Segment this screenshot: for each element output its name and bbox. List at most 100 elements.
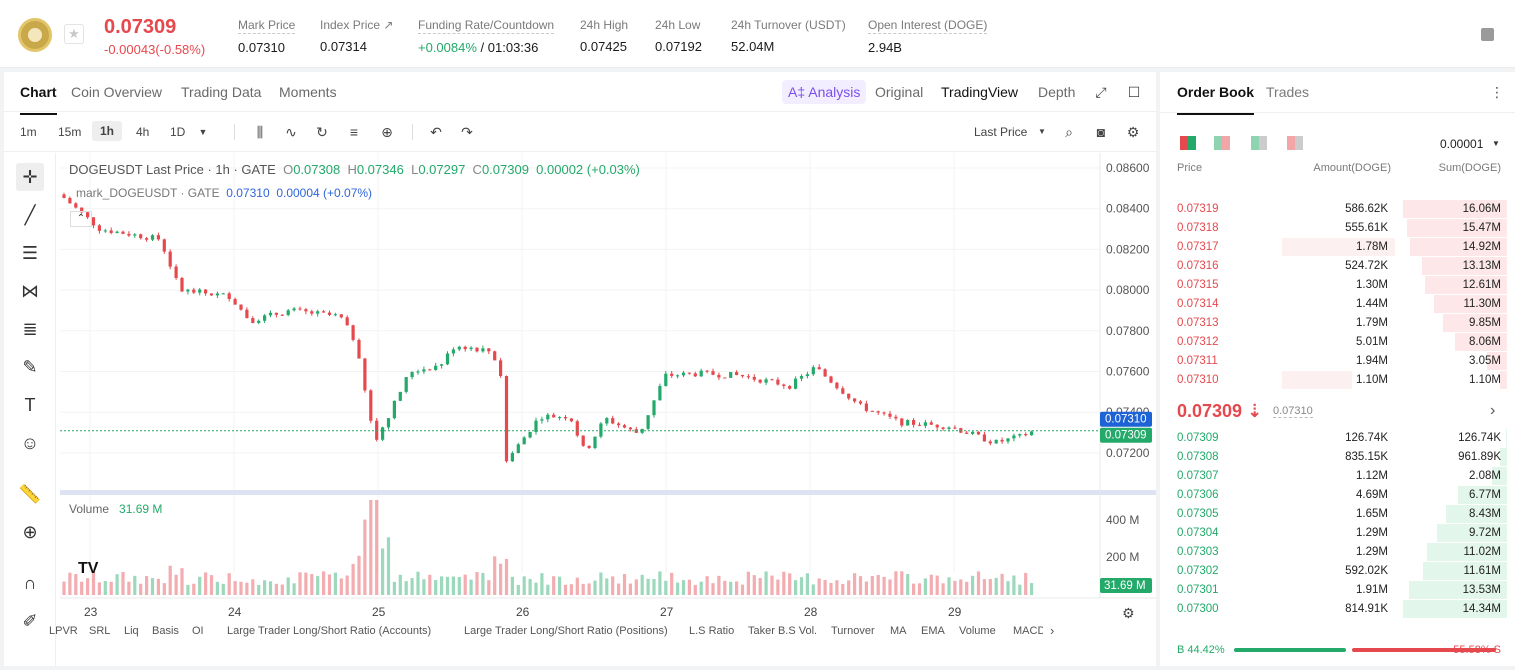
mid-more-chevron-icon[interactable]: › xyxy=(1490,402,1496,419)
bid-row[interactable]: 0.07309 126.74K 126.74K xyxy=(1160,429,1515,448)
camera-icon[interactable]: ◙ xyxy=(1096,124,1106,140)
guide-book-icon[interactable] xyxy=(1481,28,1494,41)
favorite-star-icon[interactable]: ★ xyxy=(64,24,84,44)
book-view-both-icon[interactable] xyxy=(1180,136,1196,150)
ask-row[interactable]: 0.07316 524.72K 13.13M xyxy=(1160,257,1515,276)
index-price-label[interactable]: Index Price ↗ xyxy=(320,18,394,32)
book-view-mixed-icon[interactable] xyxy=(1214,136,1230,150)
indicator-oi[interactable]: OI xyxy=(192,625,204,637)
indicator-ema[interactable]: EMA xyxy=(921,625,945,637)
candle-body xyxy=(499,360,503,376)
price-type-dropdown-icon[interactable]: ▼ xyxy=(1038,127,1046,136)
ask-row[interactable]: 0.07314 1.44M 11.30M xyxy=(1160,295,1515,314)
lock-drawing-icon[interactable]: ✐ xyxy=(22,611,38,631)
text-tool-icon[interactable]: T xyxy=(24,395,36,415)
bid-row[interactable]: 0.07306 4.69M 6.77M xyxy=(1160,486,1515,505)
precision-dropdown-icon[interactable]: ▼ xyxy=(1492,139,1500,148)
ask-row[interactable]: 0.07313 1.79M 9.85M xyxy=(1160,314,1515,333)
open-interest-label[interactable]: Open Interest (DOGE) xyxy=(868,18,988,34)
book-view-asks-icon[interactable] xyxy=(1287,136,1303,150)
timeframe-4h[interactable]: 4h xyxy=(136,125,150,139)
indicator-ls-ratio[interactable]: L.S Ratio xyxy=(689,625,735,637)
tab-trades[interactable]: Trades xyxy=(1266,84,1310,100)
timeframe-1h[interactable]: 1h xyxy=(92,121,123,141)
indicator-lt-positions[interactable]: Large Trader Long/Short Ratio (Positions… xyxy=(464,625,668,637)
indicator-srl[interactable]: SRL xyxy=(89,625,111,637)
indicator-liq[interactable]: Liq xyxy=(124,625,139,637)
view-original[interactable]: Original xyxy=(875,84,924,100)
indicator-basis[interactable]: Basis xyxy=(152,625,179,637)
timeframe-1d[interactable]: 1D xyxy=(170,125,186,139)
volume-legend: Volume 31.69 M xyxy=(69,502,162,516)
candle-type-icon[interactable]: ⫼ xyxy=(256,124,264,140)
indicator-taker-vol[interactable]: Taker B.S Vol. xyxy=(748,625,818,637)
magnet-icon[interactable]: ∩ xyxy=(23,573,37,593)
volume-bar xyxy=(1000,573,1004,595)
indicator-ma[interactable]: MA xyxy=(890,625,907,637)
add-alert-icon[interactable]: ⊕ xyxy=(381,124,393,140)
trend-line-icon[interactable]: ╱ xyxy=(24,205,36,225)
fib-icon[interactable]: ≣ xyxy=(22,319,38,339)
tab-chart[interactable]: Chart xyxy=(20,84,57,115)
bid-row[interactable]: 0.07302 592.02K 11.61M xyxy=(1160,562,1515,581)
bid-row[interactable]: 0.07300 814.91K 14.34M xyxy=(1160,600,1515,619)
collapse-legend-button[interactable]: ⌃ xyxy=(70,211,92,227)
precision-select[interactable]: 0.00001 xyxy=(1440,137,1484,151)
ruler-icon[interactable]: 📏 xyxy=(18,484,42,504)
view-depth[interactable]: Depth xyxy=(1038,84,1076,100)
view-tradingview[interactable]: TradingView xyxy=(941,84,1019,100)
ask-row[interactable]: 0.07315 1.30M 12.61M xyxy=(1160,276,1515,295)
zoom-in-icon[interactable]: ⊕ xyxy=(22,522,38,542)
brush-icon[interactable]: ✎ xyxy=(22,357,38,377)
parallel-lines-icon[interactable]: ☰ xyxy=(21,243,39,263)
timeframe-1m[interactable]: 1m xyxy=(20,125,37,139)
redo-icon[interactable]: ↷ xyxy=(461,124,473,140)
ask-row[interactable]: 0.07317 1.78M 14.92M xyxy=(1160,238,1515,257)
expand-icon[interactable]: ⤢ xyxy=(1095,84,1107,100)
replay-icon[interactable]: ↻ xyxy=(316,124,328,140)
indicator-lpvr[interactable]: LPVR xyxy=(49,625,78,637)
candle-body xyxy=(817,367,821,370)
ask-row[interactable]: 0.07318 555.61K 15.47M xyxy=(1160,219,1515,238)
templates-icon[interactable]: ≡ xyxy=(349,124,359,140)
candle-body xyxy=(115,231,119,233)
pattern-icon[interactable]: ⋈ xyxy=(21,281,39,301)
ask-row[interactable]: 0.07311 1.94M 3.05M xyxy=(1160,352,1515,371)
tab-order-book[interactable]: Order Book xyxy=(1177,84,1255,115)
window-icon[interactable]: ☐ xyxy=(1127,84,1141,100)
mark-price-label[interactable]: Mark Price xyxy=(238,18,296,34)
search-icon[interactable]: ⌕ xyxy=(1065,124,1073,140)
bid-row[interactable]: 0.07304 1.29M 9.72M xyxy=(1160,524,1515,543)
tab-trading-data[interactable]: Trading Data xyxy=(181,84,262,100)
emoji-icon[interactable]: ☺ xyxy=(20,433,40,453)
indicator-lt-accounts[interactable]: Large Trader Long/Short Ratio (Accounts) xyxy=(227,625,432,637)
ask-row[interactable]: 0.07319 586.62K 16.06M xyxy=(1160,200,1515,219)
bid-row[interactable]: 0.07308 835.15K 961.89K xyxy=(1160,448,1515,467)
indicators-icon[interactable]: ∿ xyxy=(285,124,297,140)
bid-row[interactable]: 0.07307 1.12M 2.08M xyxy=(1160,467,1515,486)
candle-body xyxy=(404,377,408,392)
tab-moments[interactable]: Moments xyxy=(279,84,337,100)
bid-row[interactable]: 0.07305 1.65M 8.43M xyxy=(1160,505,1515,524)
more-options-icon[interactable]: ⋮ xyxy=(1490,84,1504,100)
ask-row[interactable]: 0.07312 5.01M 8.06M xyxy=(1160,333,1515,352)
candlestick-chart[interactable]: 0.08600 0.08400 0.08200 0.08000 0.07800 0.076… xyxy=(60,153,1156,666)
indicator-macd[interactable]: MACD xyxy=(1013,625,1043,637)
undo-icon[interactable]: ↶ xyxy=(430,124,442,140)
bid-row[interactable]: 0.07303 1.29M 11.02M xyxy=(1160,543,1515,562)
indicator-scroll-right-icon[interactable]: › xyxy=(1050,623,1055,638)
price-type-select[interactable]: Last Price xyxy=(974,125,1028,139)
timeframe-dropdown-icon[interactable]: ▼ xyxy=(198,127,208,137)
indicator-turnover[interactable]: Turnover xyxy=(831,625,875,637)
settings-gear-icon[interactable]: ⚙ xyxy=(1126,124,1140,140)
tab-coin-overview[interactable]: Coin Overview xyxy=(71,84,163,100)
crosshair-icon[interactable]: ✛ xyxy=(16,163,44,191)
book-view-bids-icon[interactable] xyxy=(1251,136,1267,150)
bid-row[interactable]: 0.07301 1.91M 13.53M xyxy=(1160,581,1515,600)
volume-bar xyxy=(676,582,680,595)
timeframe-15m[interactable]: 15m xyxy=(58,125,82,139)
ai-analysis-button[interactable]: A‡ Analysis xyxy=(782,80,867,104)
funding-rate-label[interactable]: Funding Rate/Countdown xyxy=(418,18,555,34)
ask-row[interactable]: 0.07310 1.10M 1.10M xyxy=(1160,371,1515,390)
indicator-volume[interactable]: Volume xyxy=(959,625,996,637)
